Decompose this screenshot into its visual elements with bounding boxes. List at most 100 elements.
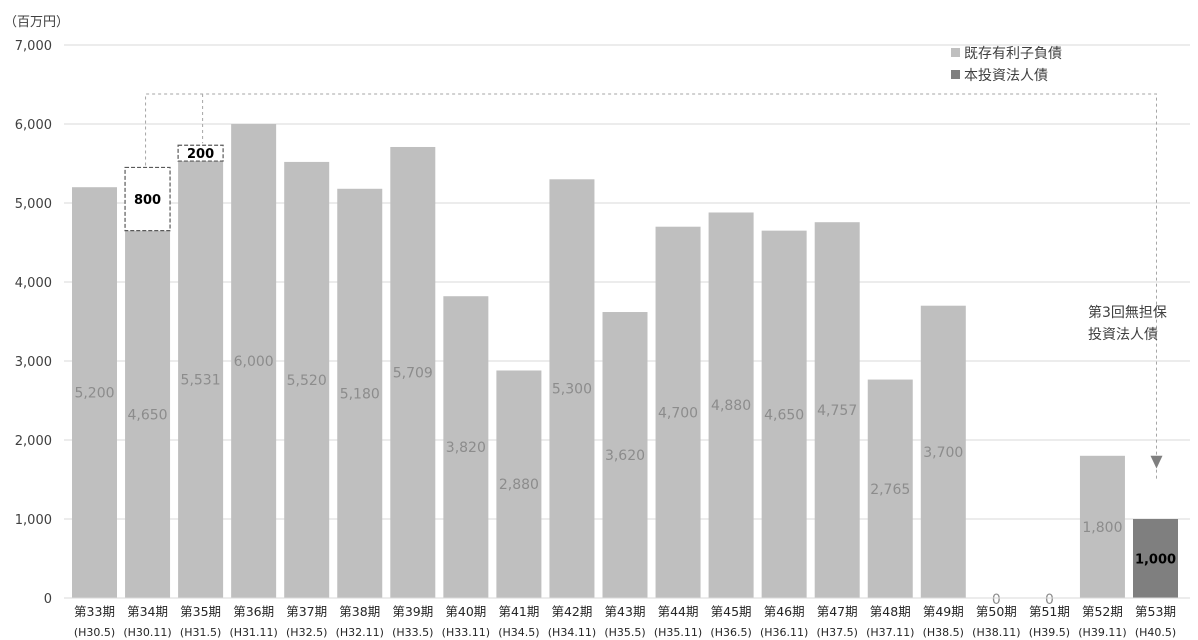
y-tick-label: 2,000 xyxy=(15,434,52,449)
x-tick-label-period: 第34期 xyxy=(127,604,168,619)
bar xyxy=(1133,519,1178,598)
data-label: 4,700 xyxy=(658,405,698,421)
y-tick-label: 7,000 xyxy=(15,39,52,54)
y-tick-label: 0 xyxy=(44,592,52,607)
x-tick-label-period: 第53期 xyxy=(1135,604,1176,619)
annotation-text: 第3回無担保 xyxy=(1088,304,1167,321)
data-label: 5,180 xyxy=(340,386,380,402)
x-tick-label-period: 第50期 xyxy=(976,604,1017,619)
x-tick-label-period: 第33期 xyxy=(74,604,115,619)
y-tick-label: 6,000 xyxy=(15,118,52,133)
x-tick-label-date: (H35.11) xyxy=(654,626,702,639)
data-label: 5,300 xyxy=(552,382,592,398)
bar xyxy=(655,226,701,598)
x-tick-label-date: (H40.5) xyxy=(1135,626,1176,639)
bar xyxy=(178,161,224,598)
x-tick-label-date: (H32.5) xyxy=(286,626,327,639)
x-tick-label-date: (H30.11) xyxy=(123,626,171,639)
bar xyxy=(337,188,383,598)
legend-swatch xyxy=(951,70,960,79)
x-tick-label-date: (H36.5) xyxy=(710,626,751,639)
y-axis: 0 1,000 2,000 3,000 4,000 5,000 6,000 7,000 xyxy=(15,39,52,607)
data-label: 2,880 xyxy=(499,477,539,493)
x-tick-label-date: (H33.5) xyxy=(392,626,433,639)
x-tick-label-period: 第38期 xyxy=(339,604,380,619)
x-tick-label-period: 第46期 xyxy=(764,604,805,619)
legend-label: 本投資法人債 xyxy=(964,68,1048,84)
data-label: 6,000 xyxy=(234,354,274,370)
data-label: 5,709 xyxy=(393,365,433,381)
annotation-text: 投資法人債 xyxy=(1088,327,1158,343)
dashed-box-label: 200 xyxy=(187,147,214,162)
x-tick-label-date: (H37.11) xyxy=(866,626,914,639)
x-tick-label-period: 第45期 xyxy=(711,604,752,619)
x-tick-label-period: 第35期 xyxy=(180,604,221,619)
data-label: 2,765 xyxy=(870,482,910,498)
y-tick-label: 3,000 xyxy=(15,355,52,370)
x-tick-label-period: 第48期 xyxy=(870,604,911,619)
x-tick-label-date: (H39.11) xyxy=(1078,626,1126,639)
x-tick-label-period: 第42期 xyxy=(551,604,592,619)
x-tick-label-date: (H31.5) xyxy=(180,626,221,639)
x-tick-label-period: 第43期 xyxy=(605,604,646,619)
y-tick-label: 1,000 xyxy=(15,513,52,528)
x-tick-label-period: 第49期 xyxy=(923,604,964,619)
legend-swatch xyxy=(951,48,960,57)
x-tick-label-date: (H34.11) xyxy=(548,626,596,639)
bar xyxy=(284,161,330,599)
x-tick-label-date: (H37.5) xyxy=(817,626,858,639)
x-tick-label-date: (H35.5) xyxy=(604,626,645,639)
bar xyxy=(708,212,754,599)
x-tick-label-period: 第41期 xyxy=(498,604,539,619)
data-label: 1,000 xyxy=(1135,553,1176,568)
x-tick-label-period: 第40期 xyxy=(445,604,486,619)
bar xyxy=(390,146,436,598)
data-label: 5,531 xyxy=(181,373,221,389)
x-tick-label-period: 第52期 xyxy=(1082,604,1123,619)
arrow-head xyxy=(1150,455,1163,469)
bar xyxy=(231,124,277,598)
bar xyxy=(443,296,489,598)
data-label: 5,520 xyxy=(287,373,327,389)
data-label: 3,620 xyxy=(605,448,645,464)
bar xyxy=(920,305,966,598)
data-label: 1,800 xyxy=(1082,520,1122,536)
dashed-box-label: 800 xyxy=(134,193,161,208)
data-label: 4,650 xyxy=(128,407,168,423)
bar xyxy=(867,379,913,598)
connector-line xyxy=(145,93,1157,480)
x-tick-label-date: (H38.5) xyxy=(923,626,964,639)
bars xyxy=(72,124,1178,599)
data-label: 5,200 xyxy=(74,386,114,402)
bar xyxy=(1079,455,1125,598)
data-label: 0 xyxy=(1045,592,1054,608)
x-tick-label-date: (H39.5) xyxy=(1029,626,1070,639)
bar xyxy=(125,230,171,598)
x-tick-label-date: (H30.5) xyxy=(74,626,115,639)
x-axis: 第33期 (H30.5) 第34期 (H30.11) 第35期 (H31.5) 第36期 (H… xyxy=(64,597,1190,639)
data-label: 4,757 xyxy=(817,403,857,419)
y-tick-label: 4,000 xyxy=(15,276,52,291)
x-tick-label-period: 第51期 xyxy=(1029,604,1070,619)
x-tick-label-period: 第39期 xyxy=(392,604,433,619)
x-tick-label-period: 第44期 xyxy=(658,604,699,619)
dashed-box xyxy=(177,144,224,162)
bar xyxy=(72,187,117,598)
bar xyxy=(814,222,860,598)
x-tick-label-period: 第37期 xyxy=(286,604,327,619)
data-label: 4,650 xyxy=(764,407,804,423)
x-tick-label-period: 第36期 xyxy=(233,604,274,619)
bar xyxy=(549,179,595,599)
x-tick-label-date: (H34.5) xyxy=(498,626,539,639)
bar xyxy=(496,370,542,598)
bar xyxy=(761,230,807,598)
data-label: 3,700 xyxy=(923,445,963,461)
data-label: 4,880 xyxy=(711,398,751,414)
value-labels: 5,200 4,650 5,531 6,000 5,520 5,180 5,709 3,820… xyxy=(74,354,1176,608)
x-tick-label-date: (H32.11) xyxy=(336,626,384,639)
y-tick-label: 5,000 xyxy=(15,197,52,212)
x-tick-label-date: (H33.11) xyxy=(442,626,490,639)
